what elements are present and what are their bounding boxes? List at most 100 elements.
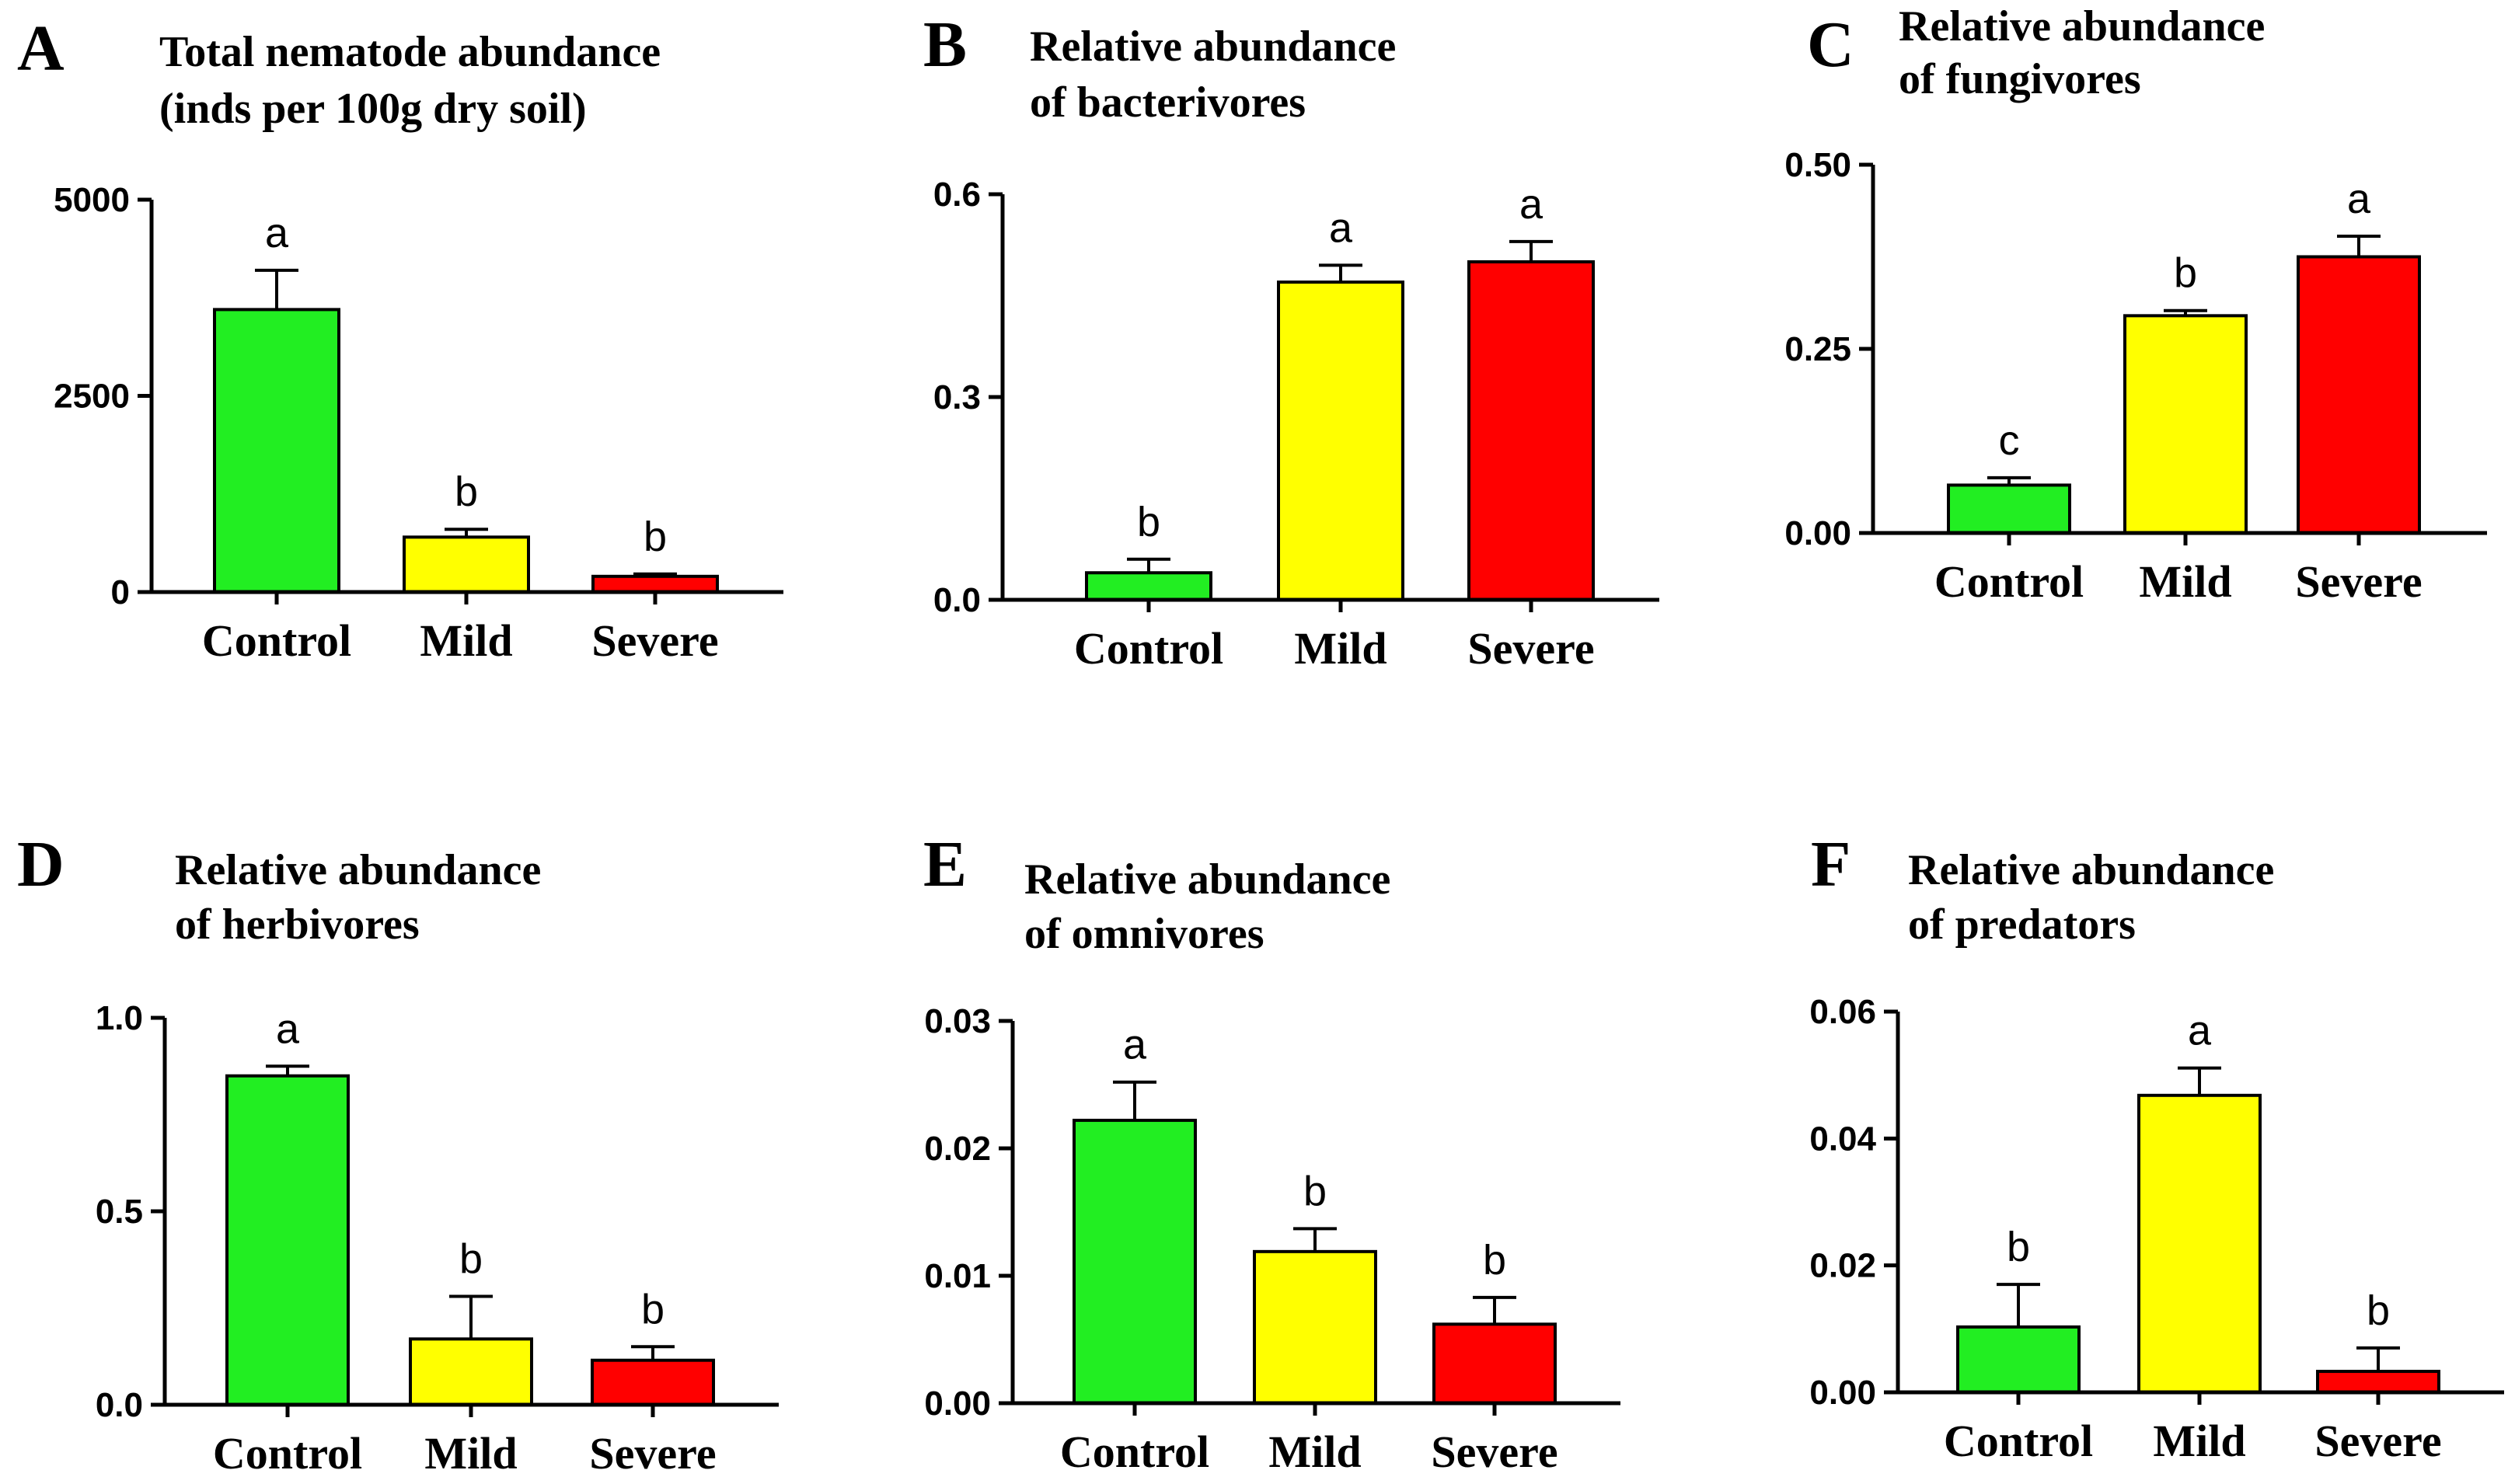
- category-label: Severe: [1431, 1427, 1557, 1477]
- significance-letter: b: [455, 469, 478, 515]
- panel-letter: A: [17, 12, 65, 85]
- category-label: Severe: [1467, 623, 1594, 674]
- category-label: Severe: [2314, 1416, 2441, 1466]
- bar-mild: [403, 535, 530, 594]
- panel-D: D Relative abundance of herbivores: [17, 828, 541, 949]
- bar-severe: [1467, 260, 1595, 601]
- bar-control: [1073, 1118, 1197, 1406]
- panel-title-line-1: Relative abundance: [1908, 846, 2274, 894]
- bar-control: [1956, 1325, 2081, 1394]
- category-label: Severe: [589, 1428, 716, 1479]
- category-label: Control: [1074, 623, 1223, 674]
- panel-title-line-2: of herbivores: [175, 901, 420, 949]
- panel-A: A Total nematode abundance (inds per 100…: [17, 12, 661, 133]
- significance-letter: a: [265, 210, 289, 256]
- significance-letter: b: [1137, 499, 1160, 545]
- bar-control: [1947, 483, 2071, 535]
- significance-letter: b: [1483, 1237, 1506, 1284]
- y-tick-label: 0.02: [924, 1130, 991, 1168]
- y-tick-label: 0.00: [1784, 514, 1851, 552]
- y-tick-label: 0.03: [924, 1002, 991, 1040]
- category-label: Mild: [1268, 1427, 1361, 1477]
- y-tick-label: 0.6: [933, 176, 981, 214]
- category-label: Mild: [2153, 1416, 2245, 1466]
- y-tick-label: 0.00: [924, 1385, 991, 1423]
- bar-severe: [591, 574, 719, 594]
- y-tick-label: 0.5: [96, 1193, 143, 1231]
- panel-title-line-2: of bacterivores: [1030, 78, 1306, 127]
- y-tick-label: 5000: [54, 181, 130, 219]
- y-tick-label: 0.00: [1809, 1374, 1876, 1412]
- category-label: Severe: [591, 615, 718, 666]
- plot-C: c Control b Mild a Severe 0.00 0.25 0.50: [1784, 146, 2487, 607]
- significance-letter: b: [2367, 1287, 2390, 1334]
- panel-letter: E: [923, 828, 967, 901]
- y-tick-label: 0.01: [924, 1257, 991, 1295]
- bar-control: [1085, 571, 1212, 602]
- y-tick-label: 2500: [54, 378, 130, 416]
- category-label: Mild: [424, 1428, 517, 1479]
- panel-title-line-1: Relative abundance: [175, 846, 541, 894]
- significance-letter: a: [1519, 181, 1544, 228]
- category-label: Mild: [1294, 623, 1387, 674]
- y-tick-label: 0.06: [1809, 993, 1876, 1031]
- plot-E: a Control b Mild b Severe 0.00 0.01 0.02 0.03: [924, 1002, 1620, 1477]
- significance-letter: a: [2347, 176, 2371, 222]
- bar-mild: [1253, 1249, 1377, 1405]
- panel-title-line-2: of fungivores: [1899, 55, 2141, 103]
- category-label: Control: [1934, 556, 2084, 607]
- plot-A: a Control b Mild b Severe 0 2500 5000: [54, 181, 783, 666]
- y-tick-label: 0.02: [1809, 1247, 1876, 1285]
- panel-title-line-2: (inds per 100g dry soil): [159, 85, 587, 133]
- panel-title-line-2: of predators: [1908, 901, 2136, 949]
- category-label: Mild: [2139, 556, 2231, 607]
- bar-severe: [2316, 1370, 2440, 1395]
- panel-letter: F: [1811, 828, 1850, 901]
- panel-B: B Relative abundance of bacterivores: [923, 9, 1396, 127]
- panel-title-line-1: Total nematode abundance: [159, 28, 661, 76]
- y-tick-label: 0.3: [933, 378, 981, 416]
- bar-mild: [1277, 280, 1404, 601]
- bar-mild: [409, 1337, 533, 1406]
- plot-F: b Control a Mild b Severe 0.00 0.02 0.04 0.06: [1809, 993, 2504, 1466]
- panel-letter: B: [923, 9, 967, 81]
- significance-letter: a: [276, 1005, 300, 1052]
- panel-title-line-1: Relative abundance: [1899, 2, 2265, 51]
- category-label: Mild: [420, 615, 512, 666]
- y-tick-label: 0: [111, 573, 130, 611]
- significance-letter: b: [2174, 250, 2197, 297]
- panel-F: F Relative abundance of predators: [1811, 828, 2274, 949]
- category-label: Control: [213, 1428, 362, 1479]
- panel-C: C Relative abundance of fungivores: [1807, 2, 2265, 103]
- category-label: Control: [1944, 1416, 2093, 1466]
- bar-mild: [2123, 314, 2248, 535]
- significance-letter: b: [2007, 1224, 2030, 1270]
- bar-severe: [2297, 255, 2421, 535]
- significance-letter: a: [2188, 1008, 2212, 1054]
- significance-letter: a: [1329, 204, 1353, 251]
- significance-letter: a: [1123, 1022, 1147, 1068]
- significance-letter: b: [641, 1286, 664, 1332]
- plot-D: a Control b Mild b Severe 0.0 0.5 1.0: [96, 999, 779, 1479]
- bar-control: [213, 308, 340, 594]
- plot-layer: a Control b Mild b Severe 0 2500 5000 b Control a Mi…: [54, 146, 2504, 1479]
- y-tick-label: 0.50: [1784, 146, 1851, 184]
- panel-title-line-1: Relative abundance: [1024, 855, 1390, 904]
- panel-letter: C: [1807, 9, 1854, 81]
- y-tick-label: 1.0: [96, 999, 143, 1037]
- plot-B: b Control a Mild a Severe 0.0 0.3 0.6: [933, 176, 1659, 674]
- bar-mild: [2137, 1093, 2262, 1395]
- panel-E: E Relative abundance of omnivores: [923, 828, 1390, 958]
- bar-control: [225, 1074, 350, 1406]
- significance-letter: c: [1999, 417, 2020, 464]
- category-label: Control: [1060, 1427, 1209, 1477]
- bar-severe: [591, 1358, 715, 1406]
- bar-severe: [1432, 1322, 1557, 1405]
- panel-title-line-2: of omnivores: [1024, 910, 1264, 958]
- significance-letter: b: [459, 1236, 483, 1283]
- y-tick-label: 0.04: [1809, 1120, 1876, 1158]
- y-tick-label: 0.0: [933, 581, 981, 619]
- y-tick-label: 0.25: [1784, 330, 1851, 368]
- significance-letter: b: [644, 514, 667, 560]
